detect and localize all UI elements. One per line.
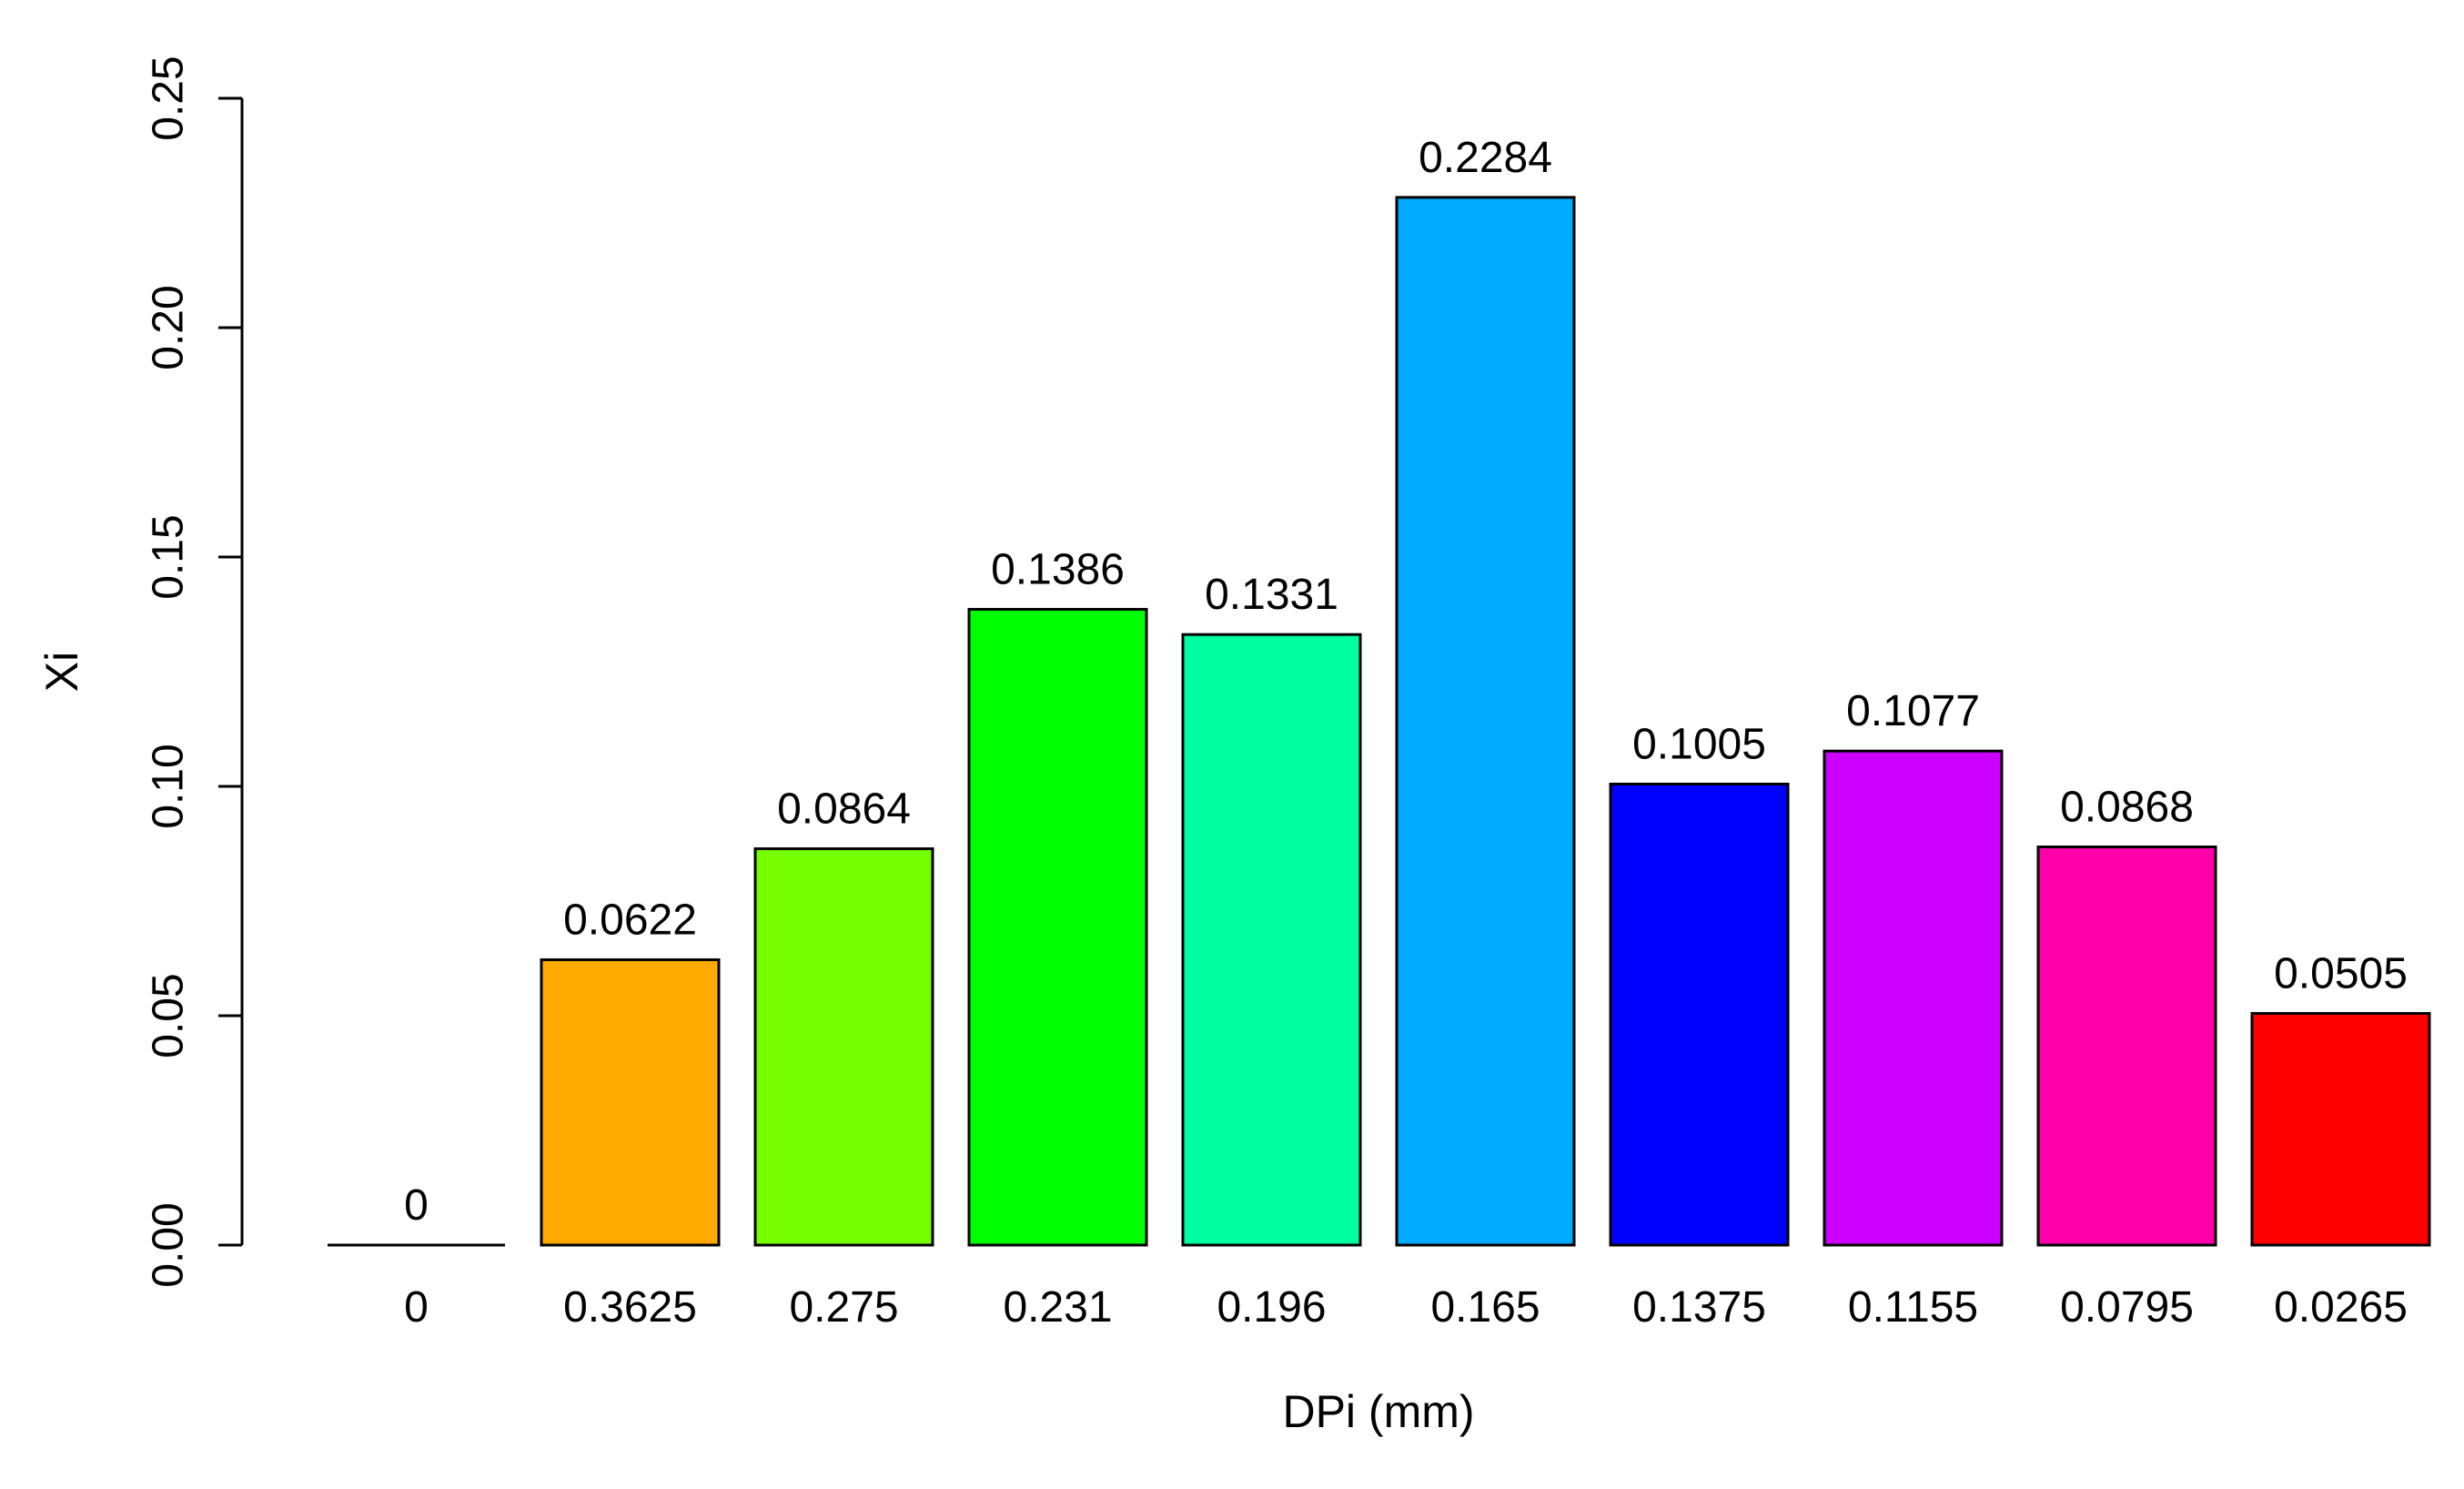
bar [753, 847, 934, 1247]
data-label: 0.1386 [991, 545, 1125, 593]
bar [2250, 1011, 2431, 1247]
x-axis-labels: 0 0.3625 0.275 0.231 0.196 0.165 0.1375 0.1155 0… [404, 1283, 2408, 1332]
x-category-label: 0 [404, 1283, 429, 1332]
bar [967, 607, 1148, 1247]
x-category-label: 0.0795 [2060, 1283, 2194, 1332]
y-tick-label: 0.05 [145, 973, 193, 1058]
data-label: 0.1005 [1632, 720, 1766, 768]
y-axis-title: Xi [36, 652, 87, 692]
bar [2036, 846, 2217, 1247]
x-category-label: 0.275 [789, 1283, 898, 1332]
x-axis-title: DPi (mm) [1282, 1386, 1474, 1437]
data-label: 0.2284 [1419, 134, 1552, 182]
y-tick-label: 0.25 [145, 56, 193, 140]
bar [1181, 633, 1362, 1247]
bar [540, 958, 721, 1247]
y-tick-label: 0.00 [145, 1202, 193, 1287]
x-category-label: 0.231 [1003, 1283, 1112, 1332]
data-label: 0.0864 [777, 785, 911, 834]
data-label: 0.0622 [563, 896, 697, 945]
x-category-label: 0.0265 [2274, 1283, 2408, 1332]
bar [1395, 196, 1576, 1247]
bars [328, 196, 2431, 1247]
x-category-label: 0.1375 [1632, 1283, 1766, 1332]
y-tick-label: 0.10 [145, 744, 193, 828]
data-label: 0.1077 [1846, 687, 1980, 735]
data-label: 0.1331 [1205, 571, 1338, 619]
x-category-label: 0.3625 [563, 1283, 697, 1332]
data-label: 0.0505 [2274, 949, 2408, 998]
data-labels: 0 0.0622 0.0864 0.1386 0.1331 0.2284 0.1005 0.1… [404, 134, 2408, 1230]
y-tick-label: 0.15 [145, 514, 193, 599]
y-tick-label: 0.20 [145, 285, 193, 370]
y-axis: 0.00 0.05 0.10 0.15 0.20 0.25 [145, 56, 244, 1288]
bar [1609, 782, 1790, 1247]
x-category-label: 0.1155 [1848, 1283, 1978, 1332]
data-label: 0.0868 [2060, 784, 2194, 832]
bar [1823, 749, 2004, 1247]
x-category-label: 0.165 [1430, 1283, 1540, 1332]
x-category-label: 0.196 [1217, 1283, 1326, 1332]
data-label: 0 [404, 1181, 429, 1230]
